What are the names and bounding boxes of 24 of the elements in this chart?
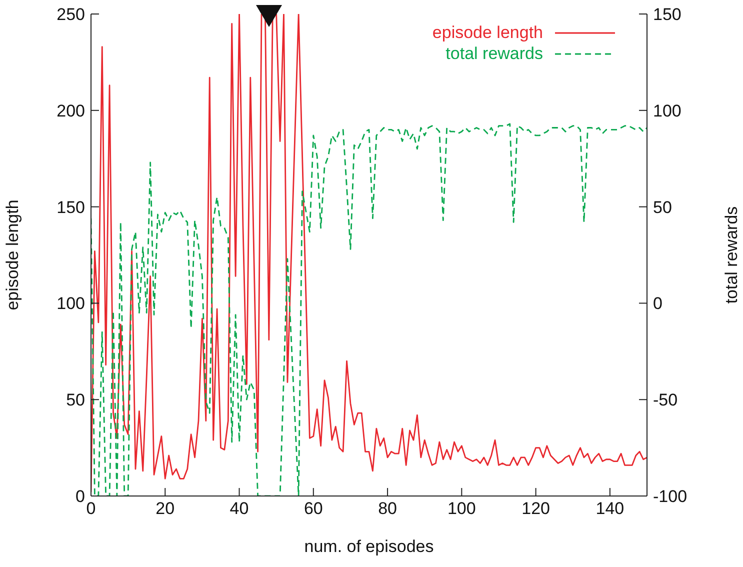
y2-tick-label: -50 xyxy=(653,390,678,410)
x-tick-label: 120 xyxy=(522,499,550,518)
y2-tick-label: -100 xyxy=(653,487,688,506)
x-tick-label: 140 xyxy=(596,499,624,518)
y2-tick-label: 0 xyxy=(653,294,662,314)
y2-tick-label: 100 xyxy=(653,101,682,120)
y-tick-label: 50 xyxy=(66,390,85,410)
y-axis-title: episode length xyxy=(3,200,22,310)
legend-label: total rewards xyxy=(446,43,543,64)
x-tick-label: 40 xyxy=(230,499,249,518)
x-axis-title: num. of episodes xyxy=(304,537,434,556)
y-tick-label: 100 xyxy=(56,294,85,314)
y-tick-label: 250 xyxy=(56,5,85,24)
y-tick-label: 200 xyxy=(56,101,85,120)
y-tick-label: 150 xyxy=(56,198,85,217)
x-tick-label: 100 xyxy=(447,499,476,518)
x-tick-label: 80 xyxy=(378,499,397,518)
y2-tick-label: 50 xyxy=(653,198,672,217)
x-tick-label: 60 xyxy=(304,499,323,518)
y2-tick-label: 150 xyxy=(653,5,682,24)
x-tick-label: 20 xyxy=(156,499,175,518)
legend-label: episode length xyxy=(432,22,543,43)
y2-axis-title: total rewards xyxy=(722,206,742,304)
y-tick-label: 0 xyxy=(76,487,85,506)
